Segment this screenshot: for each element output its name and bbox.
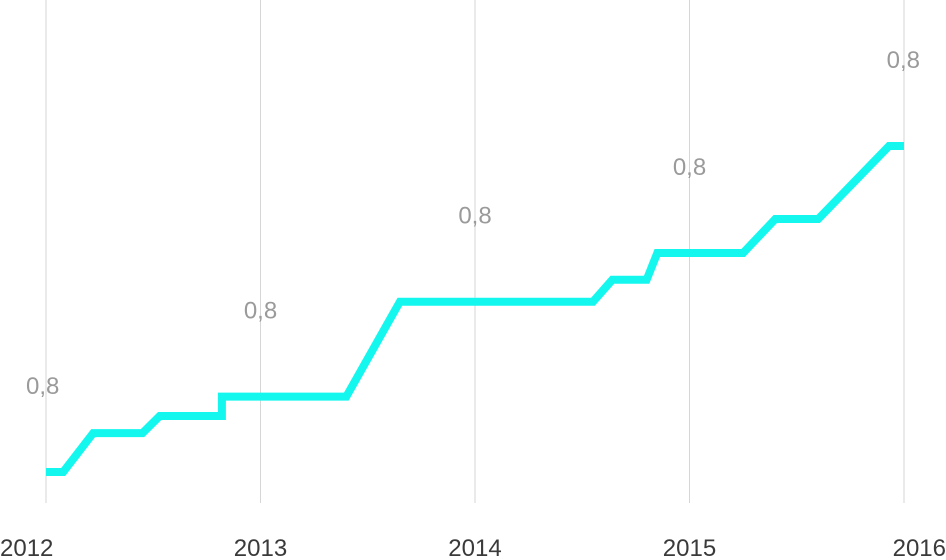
data-labels: 0,8 0,8 0,8 0,8 0,8 — [26, 47, 920, 400]
x-tick-label-2015: 2015 — [663, 535, 716, 560]
data-label-2016: 0,8 — [887, 47, 920, 74]
x-tick-label-2016: 2016 — [893, 535, 946, 560]
series-line-0 — [46, 142, 904, 476]
data-label-2015: 0,8 — [673, 154, 706, 181]
series-layer — [46, 142, 904, 476]
data-label-2012: 0,8 — [26, 373, 59, 400]
x-tick-label-2014: 2014 — [448, 535, 501, 560]
x-tick-label-2012: 2012 — [0, 535, 53, 560]
x-tick-label-2013: 2013 — [234, 535, 287, 560]
data-label-2013: 0,8 — [244, 298, 277, 325]
data-label-2014: 0,8 — [458, 203, 491, 230]
x-axis: 2012 2013 2014 2015 2016 — [0, 535, 946, 560]
gridlines — [45, 0, 905, 503]
